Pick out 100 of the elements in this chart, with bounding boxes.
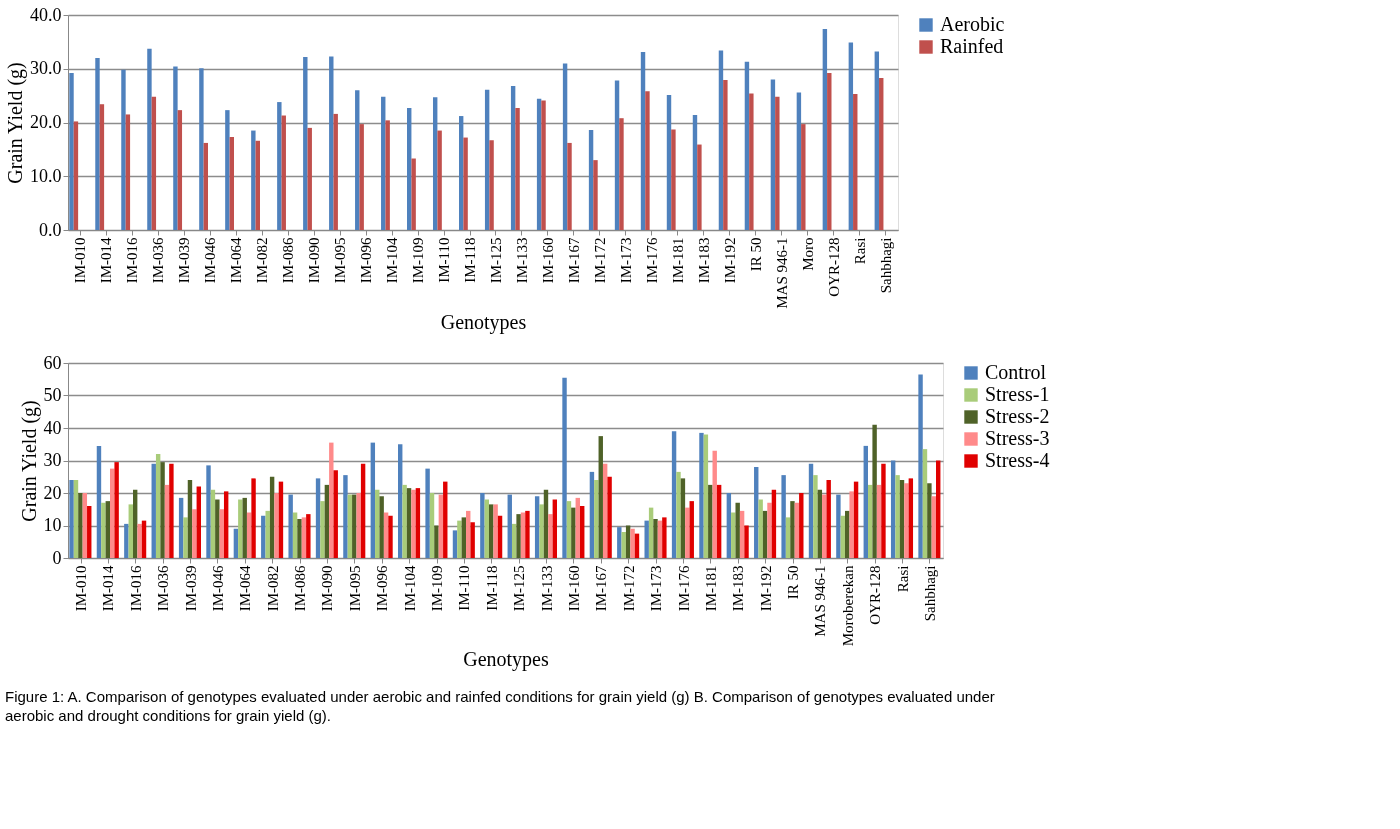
bar xyxy=(370,442,376,558)
bar xyxy=(69,480,74,558)
bar xyxy=(355,90,360,230)
x-tick-label: IM-176 xyxy=(643,237,660,284)
x-tick-label: IM-064 xyxy=(228,237,245,284)
bar xyxy=(73,480,79,558)
bar xyxy=(333,113,338,230)
bar xyxy=(922,449,928,558)
bar xyxy=(452,530,458,558)
bar xyxy=(375,489,380,558)
bar xyxy=(712,450,717,558)
bar xyxy=(770,79,776,230)
bar xyxy=(520,512,526,558)
bar xyxy=(101,502,106,558)
x-tick-label: Sahbhagi xyxy=(921,565,938,622)
bar xyxy=(826,480,831,558)
x-tick-label: IM-173 xyxy=(617,237,634,284)
bar xyxy=(484,89,490,230)
bar xyxy=(315,478,321,558)
bar xyxy=(579,506,585,558)
y-axis-title: Grain Yield (g) xyxy=(4,62,27,184)
bar xyxy=(329,56,334,230)
bar xyxy=(653,519,658,558)
bar xyxy=(155,454,161,558)
bar xyxy=(863,445,868,558)
x-tick-label: IM-110 xyxy=(456,565,473,611)
bar xyxy=(744,525,749,558)
bar xyxy=(541,100,546,230)
x-tick-label: IM-125 xyxy=(487,237,504,284)
bar xyxy=(645,91,650,230)
bar xyxy=(607,476,612,558)
bar xyxy=(822,494,827,558)
bar xyxy=(548,514,553,558)
x-tick-label: IM-125 xyxy=(511,565,528,612)
bar xyxy=(461,517,467,558)
bar xyxy=(206,465,211,558)
x-tick-label: IM-133 xyxy=(538,565,555,612)
bar xyxy=(621,532,626,558)
bar xyxy=(593,160,598,230)
bar xyxy=(723,80,728,230)
x-tick-label: IM-172 xyxy=(591,237,608,284)
bar xyxy=(536,98,542,230)
bar xyxy=(137,523,142,558)
x-tick-label: IM-096 xyxy=(358,237,375,284)
bar xyxy=(510,85,516,230)
bar xyxy=(223,491,229,558)
bar xyxy=(301,517,307,558)
bar xyxy=(562,377,567,558)
bar xyxy=(666,95,672,230)
x-tick-label: IM-118 xyxy=(483,565,500,611)
bar xyxy=(936,460,941,558)
x-tick-label: MAS 946-1 xyxy=(773,237,790,309)
x-tick-label: IM-046 xyxy=(202,237,219,284)
x-tick-label: IM-104 xyxy=(401,565,418,612)
y-tick-label: 20.0 xyxy=(30,112,62,132)
y-tick-label: 50 xyxy=(43,385,62,405)
bar xyxy=(796,92,802,230)
x-tick-label: IM-096 xyxy=(374,565,391,612)
bar xyxy=(489,140,494,230)
bar xyxy=(203,142,209,230)
x-tick-label: IM-064 xyxy=(237,565,254,612)
bar xyxy=(99,104,105,230)
x-tick-label: IM-039 xyxy=(176,237,193,284)
bar xyxy=(411,489,416,558)
bar xyxy=(671,431,677,558)
bar xyxy=(73,121,79,230)
bar xyxy=(303,56,308,230)
x-axis-title: Genotypes xyxy=(440,310,527,334)
bar xyxy=(169,463,174,558)
bar xyxy=(187,480,193,558)
bar xyxy=(379,496,384,558)
bar xyxy=(874,51,880,230)
bar xyxy=(799,493,804,558)
bar xyxy=(708,484,713,558)
bar xyxy=(183,517,188,558)
bar xyxy=(762,510,768,558)
bar xyxy=(246,512,252,558)
y-tick-label: 10 xyxy=(43,515,62,535)
x-tick-label: OYR-128 xyxy=(825,237,842,297)
x-tick-label: IM-160 xyxy=(539,237,556,284)
x-tick-label: IM-167 xyxy=(565,237,582,284)
bar xyxy=(640,52,646,230)
bar xyxy=(160,462,165,558)
bar xyxy=(356,493,361,558)
bar xyxy=(147,48,152,230)
bar xyxy=(904,483,909,558)
bar xyxy=(242,497,247,558)
bar xyxy=(124,523,129,558)
y-tick-label: 30 xyxy=(43,450,62,470)
y-tick-label: 60 xyxy=(43,352,62,373)
legend-label: Stress-1 xyxy=(985,383,1050,405)
bar xyxy=(562,63,568,230)
bar xyxy=(480,493,485,558)
bar xyxy=(744,61,750,230)
bar xyxy=(662,517,667,558)
bar xyxy=(890,460,896,558)
bar xyxy=(425,468,430,558)
x-tick-label: IM-192 xyxy=(721,237,738,284)
bar xyxy=(689,501,694,558)
bar xyxy=(808,463,814,558)
